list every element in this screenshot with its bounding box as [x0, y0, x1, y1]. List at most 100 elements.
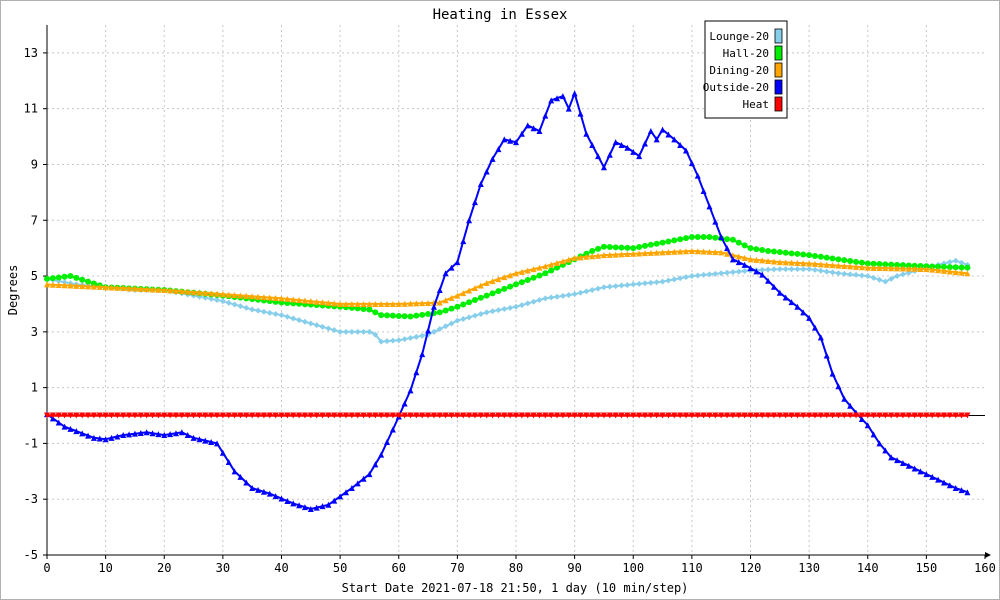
- data-point: [477, 412, 484, 419]
- data-point: [770, 258, 777, 265]
- data-point: [800, 309, 807, 316]
- data-point: [583, 130, 590, 137]
- data-point: [413, 300, 420, 307]
- data-point: [384, 412, 391, 419]
- data-point: [829, 269, 836, 276]
- data-point: [759, 412, 766, 419]
- x-tick-label: 50: [333, 561, 347, 575]
- data-point: [331, 497, 338, 504]
- data-point: [237, 292, 244, 299]
- data-point: [85, 278, 92, 285]
- data-point: [172, 287, 179, 294]
- data-point: [712, 249, 719, 256]
- data-point: [389, 300, 396, 307]
- data-point: [735, 412, 742, 419]
- data-point: [659, 249, 666, 256]
- data-point: [571, 254, 578, 261]
- data-point: [384, 312, 391, 319]
- data-point: [618, 251, 625, 258]
- data-point: [79, 276, 86, 283]
- data-point: [571, 291, 578, 298]
- data-point: [618, 412, 625, 419]
- data-point: [319, 503, 326, 510]
- data-point: [44, 412, 50, 419]
- data-point: [366, 471, 373, 478]
- data-point: [835, 383, 842, 390]
- data-point: [899, 459, 906, 466]
- data-point: [841, 263, 848, 270]
- data-point: [530, 266, 537, 273]
- data-point: [765, 247, 772, 254]
- data-point: [313, 298, 320, 305]
- data-point: [858, 416, 865, 423]
- data-point: [489, 278, 496, 285]
- data-point: [542, 295, 549, 302]
- data-point: [923, 412, 930, 419]
- data-point: [718, 270, 725, 277]
- data-point: [665, 249, 672, 256]
- data-point: [858, 272, 865, 279]
- data-point: [882, 278, 889, 285]
- data-point: [882, 412, 889, 419]
- data-point: [214, 290, 221, 297]
- data-point: [606, 251, 613, 258]
- data-point: [161, 287, 168, 293]
- data-point: [73, 428, 80, 435]
- data-point: [917, 468, 924, 475]
- data-point: [190, 412, 197, 419]
- data-point: [249, 485, 256, 492]
- data-point: [641, 250, 648, 257]
- data-point: [454, 317, 461, 324]
- data-point: [536, 264, 543, 271]
- legend-box: [704, 20, 788, 119]
- data-point: [559, 412, 566, 419]
- data-point: [49, 275, 56, 282]
- data-point: [161, 412, 168, 419]
- data-point: [806, 314, 813, 321]
- data-point: [260, 294, 267, 301]
- data-point: [911, 262, 918, 269]
- data-point: [120, 285, 127, 292]
- data-point: [255, 307, 262, 314]
- data-point: [384, 439, 391, 446]
- data-point: [342, 412, 349, 419]
- data-point: [126, 431, 133, 438]
- data-point: [589, 247, 596, 254]
- data-point: [184, 412, 191, 419]
- data-point: [958, 487, 965, 494]
- data-point: [759, 266, 766, 273]
- data-point: [518, 130, 525, 137]
- data-point: [219, 412, 226, 419]
- data-point: [507, 412, 514, 419]
- data-point: [630, 412, 637, 419]
- data-point: [606, 412, 613, 419]
- data-point: [811, 412, 818, 419]
- data-point: [231, 301, 238, 308]
- data-point: [905, 262, 912, 269]
- data-point: [360, 305, 367, 312]
- data-point: [342, 489, 349, 496]
- data-point: [794, 412, 801, 419]
- data-point: [800, 412, 807, 419]
- data-point: [149, 412, 156, 419]
- data-point: [724, 236, 731, 243]
- data-point: [729, 269, 736, 276]
- data-point: [683, 274, 690, 281]
- data-point: [747, 265, 754, 272]
- data-point: [155, 431, 162, 438]
- data-point: [372, 331, 379, 338]
- data-point: [272, 412, 279, 419]
- data-point: [806, 252, 813, 259]
- data-point: [319, 412, 326, 419]
- data-point: [712, 412, 719, 419]
- data-point: [425, 299, 432, 306]
- data-point: [348, 300, 355, 307]
- data-point: [231, 412, 238, 419]
- legend-label: Hall-20: [723, 47, 769, 60]
- data-point: [548, 294, 555, 301]
- data-point: [495, 288, 502, 295]
- data-point: [958, 264, 965, 271]
- data-point: [894, 412, 901, 419]
- data-point: [67, 273, 74, 280]
- data-point: [554, 264, 561, 271]
